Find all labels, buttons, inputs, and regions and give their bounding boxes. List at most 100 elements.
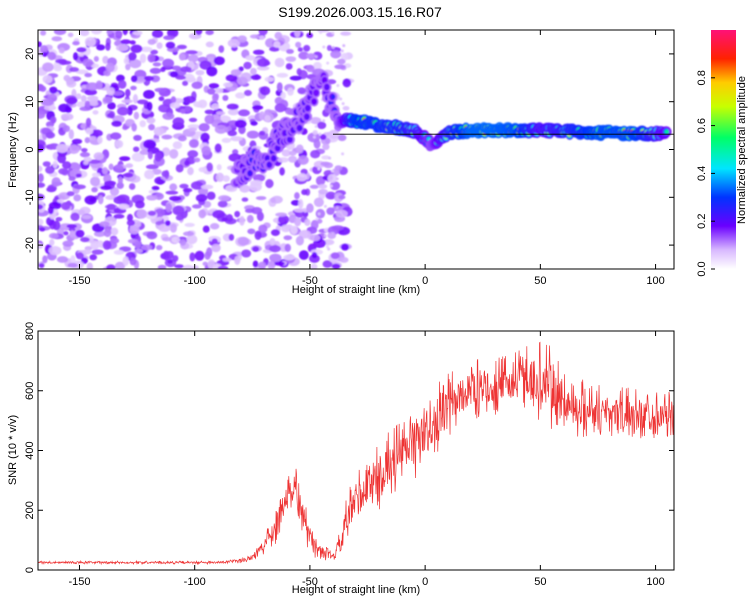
heatmap-cell xyxy=(211,102,220,110)
heatmap-cell xyxy=(250,67,257,75)
heatmap-cell xyxy=(314,124,318,128)
heatmap-cell xyxy=(163,35,175,41)
heatmap-cell xyxy=(84,36,96,47)
heatmap-cell xyxy=(48,245,62,256)
heatmap-cell xyxy=(73,194,82,202)
heatmap-cell xyxy=(151,185,160,191)
heatmap-cell xyxy=(252,260,259,268)
heatmap-cell xyxy=(232,149,239,155)
heatmap-cell xyxy=(76,47,87,53)
heatmap-cell xyxy=(79,106,92,112)
heatmap-cell xyxy=(250,120,258,126)
heatmap-cell xyxy=(146,101,153,111)
heatmap-cell xyxy=(325,137,331,145)
heatmap-cell xyxy=(174,264,184,269)
heatmap-cell xyxy=(295,144,304,154)
heatmap-cell xyxy=(147,38,156,45)
colorbar-tick-label: 0.0 xyxy=(696,261,708,276)
heatmap-cell xyxy=(51,177,61,187)
x-tick-label: 100 xyxy=(646,576,664,588)
heatmap-cell xyxy=(161,134,173,140)
heatmap-cell xyxy=(97,195,104,205)
heatmap-cell xyxy=(69,230,76,237)
heatmap-cell xyxy=(256,58,270,68)
heatmap-cell xyxy=(139,53,147,64)
heatmap-cell xyxy=(330,169,334,173)
heatmap-cell xyxy=(339,256,349,263)
heatmap-cell xyxy=(165,202,173,213)
heatmap-cell xyxy=(129,257,137,266)
heatmap-cell xyxy=(280,224,291,233)
heatmap-cell xyxy=(67,144,80,155)
heatmap-cell xyxy=(93,55,99,62)
heatmap-cell xyxy=(207,88,216,95)
heatmap-cell xyxy=(151,30,164,39)
heatmap-cell xyxy=(234,119,247,129)
heatmap-cell xyxy=(133,111,140,120)
heatmap-cell xyxy=(265,155,270,161)
heatmap-cell xyxy=(191,204,202,209)
heatmap-cell xyxy=(52,160,58,169)
heatmap-cell xyxy=(195,69,205,76)
heatmap-cell xyxy=(339,97,343,101)
heatmap-cell xyxy=(131,152,145,162)
heatmap-cell xyxy=(131,123,137,132)
heatmap-cell xyxy=(195,194,208,202)
heatmap-cell xyxy=(66,224,78,229)
heatmap-cell xyxy=(197,99,208,109)
heatmap-cell xyxy=(306,64,315,73)
heatmap-cell xyxy=(130,44,143,53)
heatmap-cell xyxy=(113,214,125,219)
heatmap-cell xyxy=(205,30,214,36)
heatmap-cell xyxy=(169,71,179,78)
heatmap-cell xyxy=(127,106,133,116)
y-tick-label: 200 xyxy=(24,501,36,519)
heatmap-cell xyxy=(295,41,302,48)
heatmap-cell xyxy=(340,52,349,61)
heatmap-cell xyxy=(91,187,98,193)
heatmap-cell xyxy=(39,227,46,232)
heatmap-cell xyxy=(314,55,318,59)
heatmap-cell xyxy=(274,31,283,40)
heatmap-cell xyxy=(179,183,189,189)
heatmap-cell xyxy=(169,195,182,202)
heatmap-cell xyxy=(99,221,110,227)
x-tick-label: -100 xyxy=(184,275,206,287)
heatmap-cell xyxy=(297,155,309,165)
heatmap-cell xyxy=(340,243,349,251)
heatmap-cell xyxy=(125,88,131,98)
heatmap-cell xyxy=(272,156,277,161)
heatmap-cell xyxy=(290,225,298,235)
heatmap-cell xyxy=(85,82,99,91)
heatmap-cell xyxy=(85,117,92,128)
heatmap-cell xyxy=(106,87,115,96)
heatmap-cell xyxy=(335,209,348,218)
heatmap-cell xyxy=(111,120,122,127)
heatmap-cell xyxy=(308,254,320,263)
heatmap-cell xyxy=(86,95,99,101)
heatmap-cell xyxy=(121,99,133,104)
heatmap-cell xyxy=(187,127,198,132)
heatmap-cell xyxy=(146,117,156,124)
heatmap-cell xyxy=(252,246,260,252)
heatmap-cell xyxy=(154,152,162,162)
heatmap-cell xyxy=(336,83,340,87)
heatmap-cell xyxy=(97,136,103,144)
heatmap-cell xyxy=(66,97,78,105)
heatmap-cell xyxy=(187,124,201,129)
heatmap-cell xyxy=(178,53,186,61)
heatmap-cell xyxy=(187,54,199,63)
heatmap-cell xyxy=(217,265,229,269)
heatmap-cell xyxy=(39,85,47,92)
heatmap-cell xyxy=(243,61,252,70)
heatmap-cell xyxy=(278,214,290,225)
heatmap-cell xyxy=(165,190,179,195)
heatmap-cell xyxy=(312,51,323,61)
heatmap-cell xyxy=(75,69,89,75)
heatmap-cell xyxy=(317,121,327,130)
heatmap-cell xyxy=(75,93,82,100)
heatmap-cell xyxy=(266,162,272,168)
heatmap-cell xyxy=(38,263,45,268)
heatmap-cell xyxy=(118,203,130,210)
heatmap-cell xyxy=(239,184,251,193)
